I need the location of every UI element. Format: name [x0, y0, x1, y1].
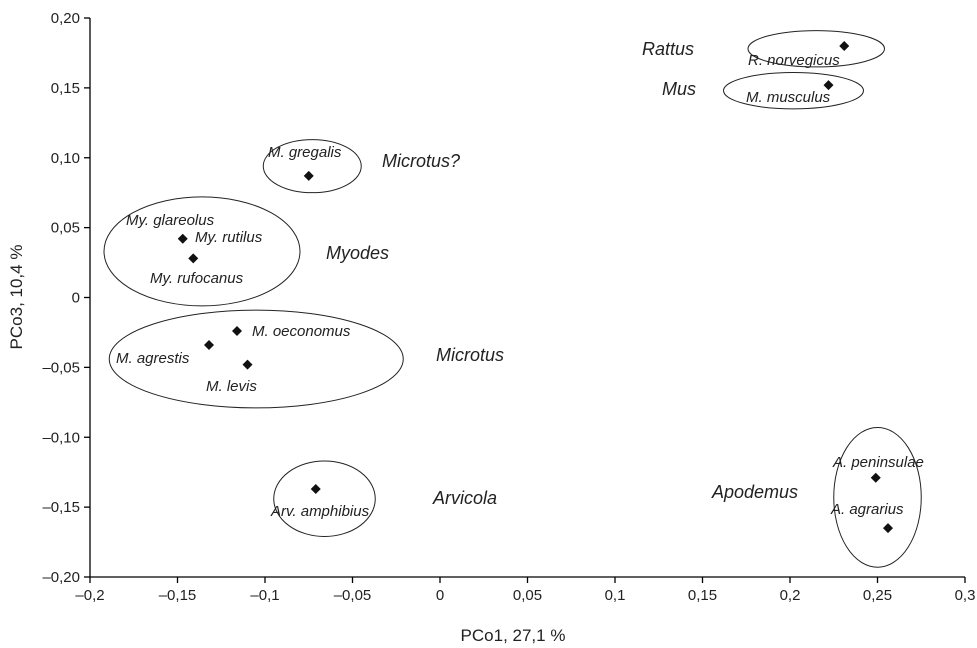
data-point-my-rufocanus — [188, 253, 199, 264]
data-point-a-peninsulae — [870, 472, 881, 483]
y-tick-label: 0 — [72, 290, 80, 307]
group-label-myodes: Myodes — [326, 243, 389, 263]
group-ellipse-rattus — [747, 30, 885, 68]
point-label-my-glareolus: My. glareolus — [126, 212, 215, 229]
y-tick-label: –0,15 — [42, 499, 80, 516]
group-label-rattus: Rattus — [642, 39, 694, 59]
y-tick-label: 0,10 — [51, 150, 80, 167]
point-label-r-norvegicus: R. norvegicus — [748, 52, 840, 69]
x-tick-label: 0,3 — [955, 587, 976, 604]
group-ellipse-apodemus — [833, 426, 922, 568]
y-tick-label: 0,05 — [51, 220, 80, 237]
data-points — [177, 40, 893, 534]
data-point-m-agrestis — [204, 340, 214, 351]
x-tick-label: –0,05 — [334, 587, 372, 604]
x-tick-label: 0,05 — [513, 587, 542, 604]
point-label-m-gregalis: M. gregalis — [268, 144, 342, 161]
x-tick-label: –0,2 — [75, 587, 104, 604]
point-label-m-oeconomus: M. oeconomus — [252, 323, 351, 340]
y-tick-label: –0,20 — [42, 569, 80, 586]
point-label-my-rutilus: My. rutilus — [195, 229, 263, 246]
y-tick-label: –0,10 — [42, 429, 80, 446]
x-tick-label: –0,15 — [159, 587, 197, 604]
x-axis-title: PCo1, 27,1 % — [461, 626, 566, 645]
group-ellipses — [103, 30, 922, 568]
data-point-arv-amphibius — [310, 483, 321, 494]
group-label-mus: Mus — [662, 79, 696, 99]
data-point-a-agrarius — [883, 523, 893, 534]
group-label-arvicola: Arvicola — [432, 488, 497, 508]
point-label-my-rufocanus: My. rufocanus — [150, 270, 244, 287]
group-ellipse-arvicola — [273, 460, 376, 537]
data-point-m-levis — [242, 359, 253, 370]
data-point-m-gregalis — [303, 170, 314, 181]
data-point-m-oeconomus — [232, 326, 242, 337]
group-label-apodemus: Apodemus — [711, 482, 798, 502]
x-tick-label: 0 — [436, 587, 444, 604]
x-tick-label: –0,1 — [250, 587, 279, 604]
group-ellipse-mus — [723, 72, 864, 110]
y-axis-title: PCo3, 10,4 % — [7, 245, 26, 350]
x-tick-label: 0,2 — [780, 587, 801, 604]
point-label-arv-amphibius: Arv. amphibius — [270, 503, 370, 520]
data-point-m-musculus — [823, 80, 834, 91]
point-label-m-levis: M. levis — [206, 378, 257, 395]
x-tick-label: 0,15 — [688, 587, 717, 604]
point-label-m-agrestis: M. agrestis — [116, 350, 190, 367]
data-point-r-norvegicus — [839, 40, 850, 51]
group-label-microtus-question: Microtus? — [382, 151, 460, 171]
x-tick-label: 0,1 — [605, 587, 626, 604]
y-tick-label: –0,05 — [42, 359, 80, 376]
point-label-a-peninsulae: A. peninsulae — [832, 454, 924, 471]
group-ellipse-myodes — [103, 196, 301, 307]
y-tick-label: 0,15 — [51, 80, 80, 97]
group-ellipse-microtus — [108, 309, 404, 409]
group-label-microtus: Microtus — [436, 345, 504, 365]
point-label-a-agrarius: A. agrarius — [830, 501, 904, 518]
group-ellipse-microtus — [262, 139, 362, 194]
point-label-m-musculus: M. musculus — [746, 89, 831, 106]
x-axis-ticks: –0,2 –0,15 –0,1 –0,05 0 0,05 0,1 0,15 0,2 0,25 0,3 — [75, 577, 975, 604]
data-point-my-glareolus — [177, 233, 188, 244]
y-tick-label: 0,20 — [51, 10, 80, 27]
x-tick-label: 0,25 — [863, 587, 892, 604]
y-axis-ticks: –0,20 –0,15 –0,10 –0,05 0 0,05 0,10 0,15 0,20 — [42, 10, 90, 586]
